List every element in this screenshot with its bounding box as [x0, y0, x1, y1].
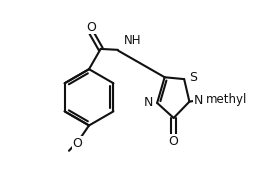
Text: N: N: [144, 95, 153, 108]
Text: N: N: [194, 94, 203, 107]
Text: O: O: [86, 21, 96, 34]
Text: NH: NH: [124, 34, 141, 47]
Text: S: S: [189, 71, 197, 84]
Text: O: O: [73, 137, 83, 149]
Text: methyl: methyl: [206, 93, 248, 106]
Text: O: O: [169, 135, 178, 148]
